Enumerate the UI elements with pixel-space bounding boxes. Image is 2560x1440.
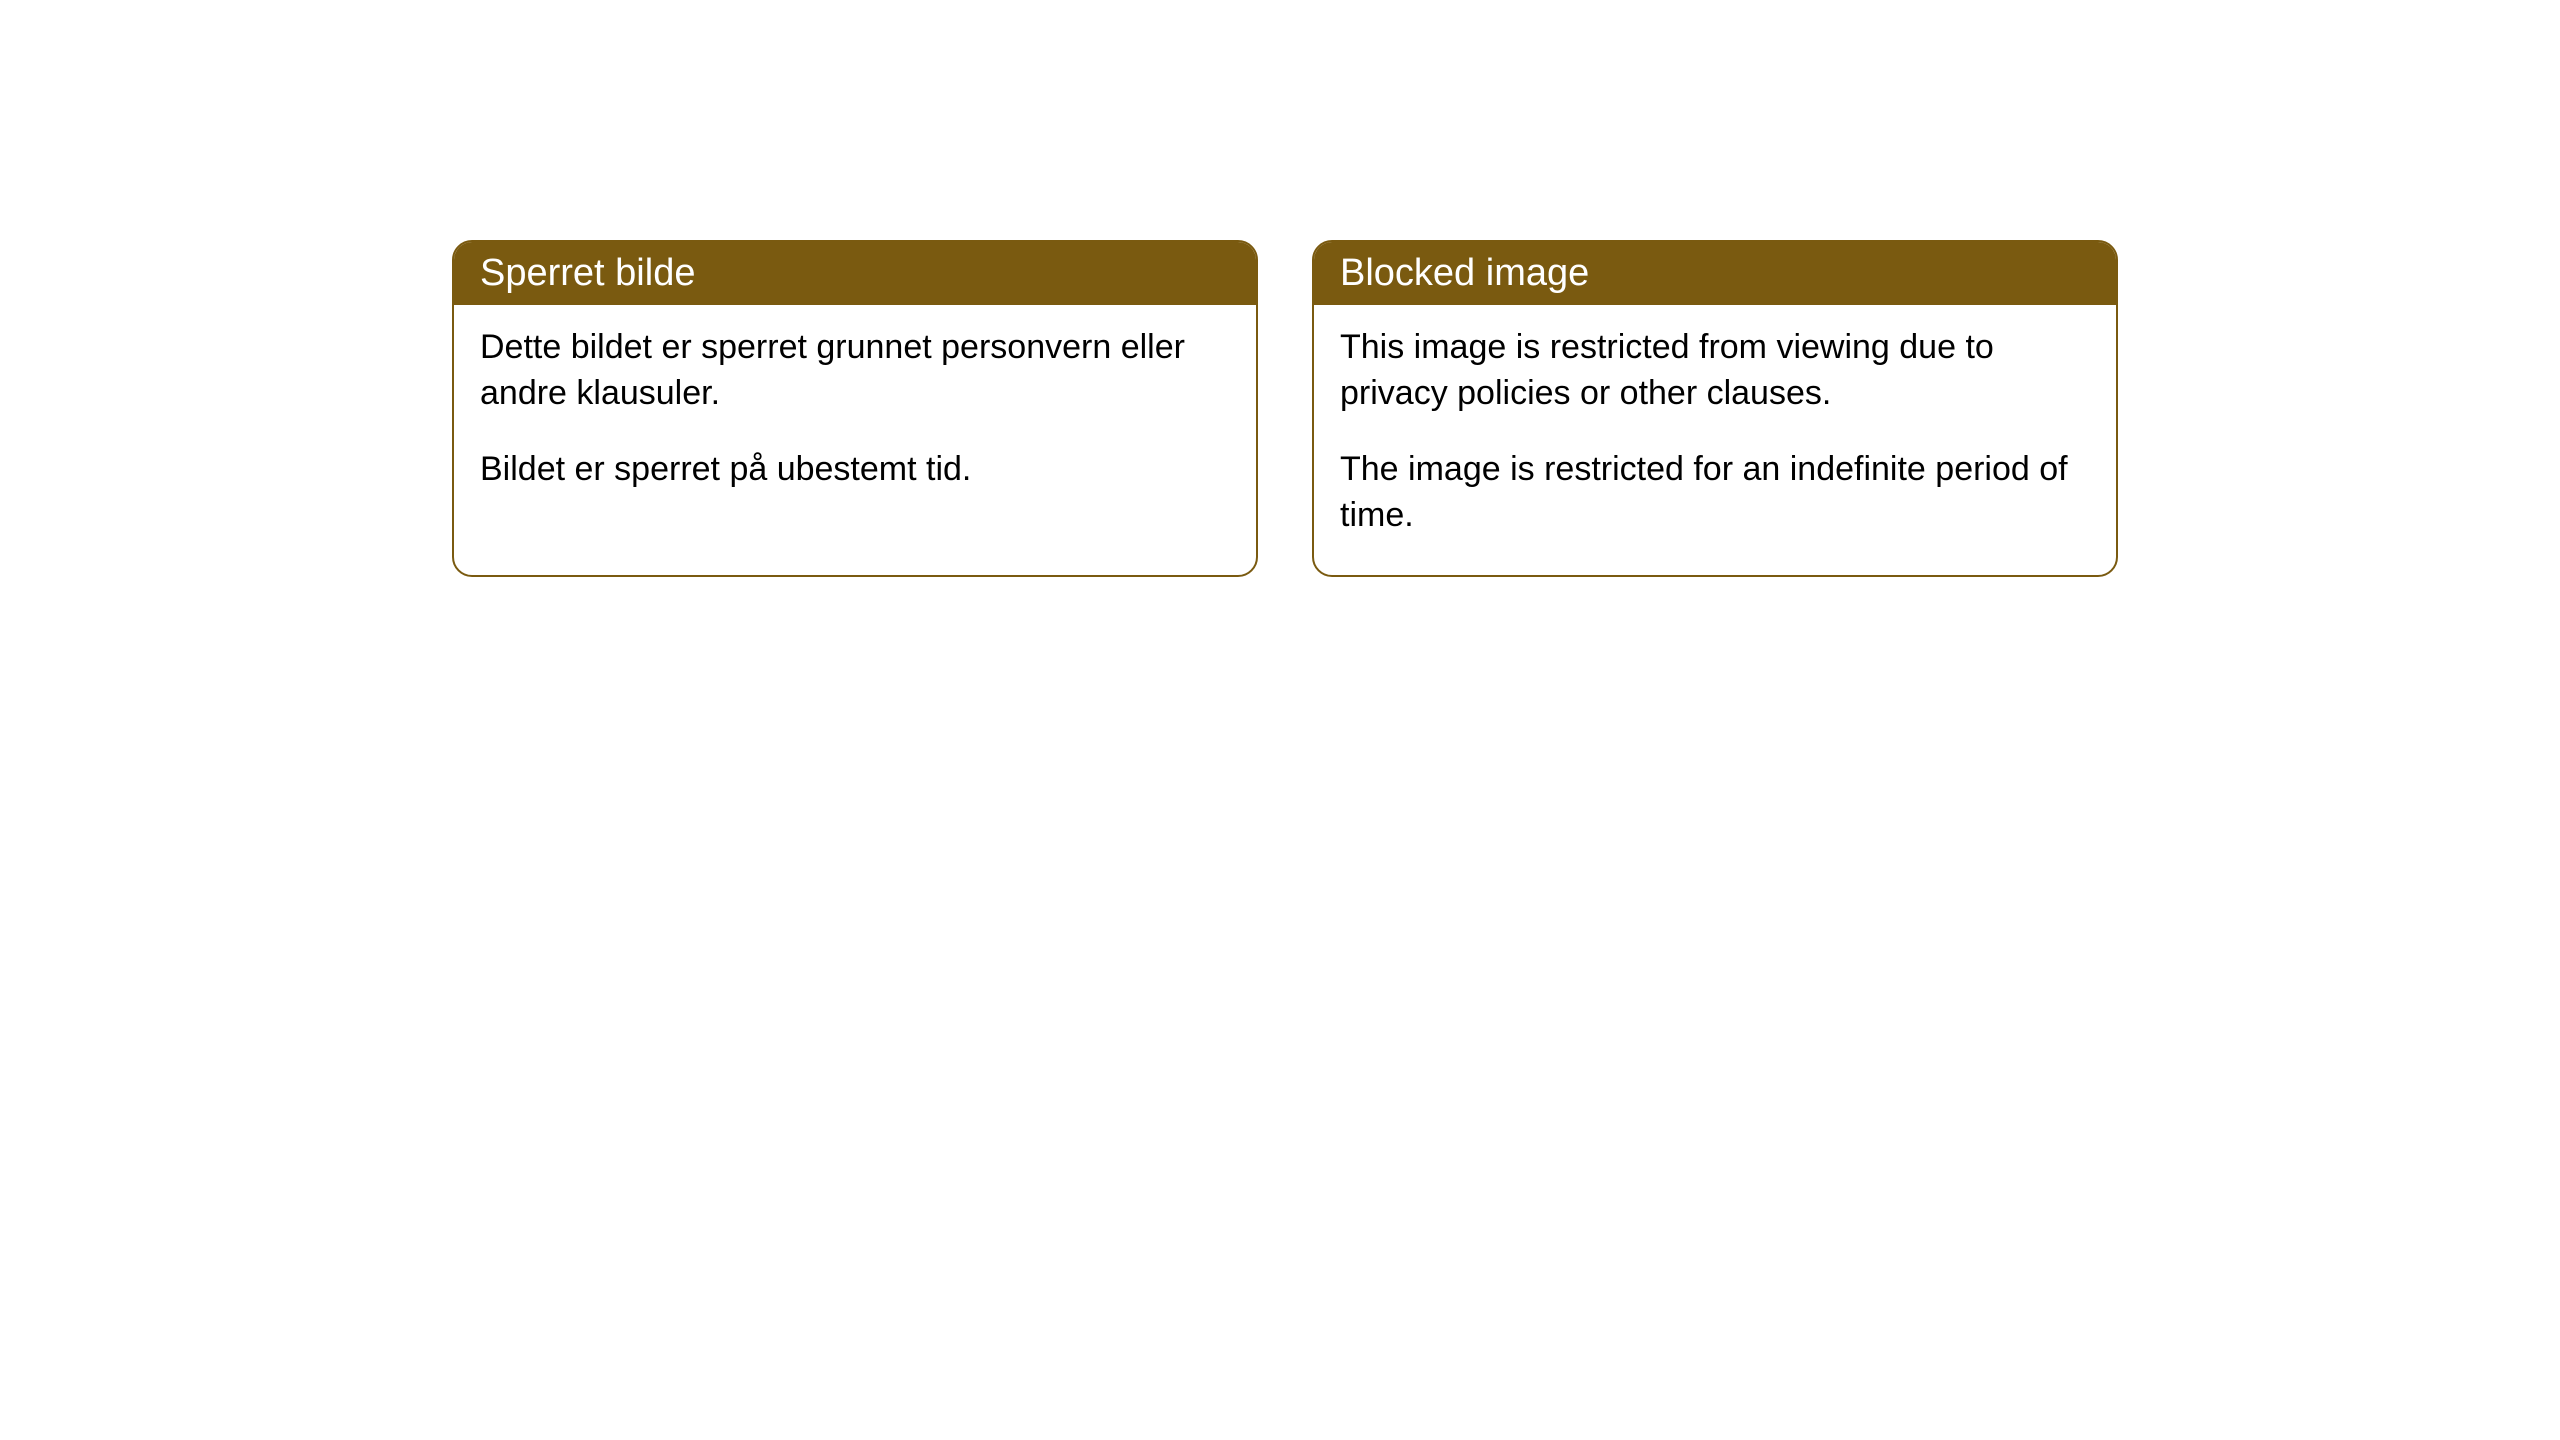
card-paragraph: Bildet er sperret på ubestemt tid. bbox=[480, 447, 1230, 493]
card-body: Dette bildet er sperret grunnet personve… bbox=[454, 305, 1256, 529]
card-paragraph: This image is restricted from viewing du… bbox=[1340, 325, 2090, 417]
card-header: Sperret bilde bbox=[454, 242, 1256, 305]
card-title: Sperret bilde bbox=[480, 252, 695, 294]
card-body: This image is restricted from viewing du… bbox=[1314, 305, 2116, 575]
card-paragraph: Dette bildet er sperret grunnet personve… bbox=[480, 325, 1230, 417]
card-header: Blocked image bbox=[1314, 242, 2116, 305]
notice-cards-container: Sperret bilde Dette bildet er sperret gr… bbox=[452, 240, 2118, 577]
notice-card-english: Blocked image This image is restricted f… bbox=[1312, 240, 2118, 577]
card-paragraph: The image is restricted for an indefinit… bbox=[1340, 447, 2090, 539]
notice-card-norwegian: Sperret bilde Dette bildet er sperret gr… bbox=[452, 240, 1258, 577]
card-title: Blocked image bbox=[1340, 252, 1589, 294]
